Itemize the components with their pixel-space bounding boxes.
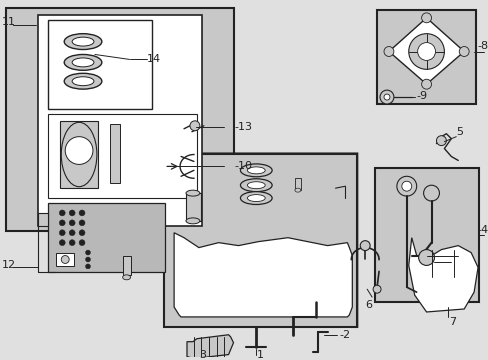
Circle shape (79, 220, 85, 226)
Ellipse shape (247, 195, 264, 202)
Ellipse shape (72, 37, 94, 46)
Ellipse shape (64, 34, 102, 50)
Text: 12: 12 (2, 260, 16, 270)
Circle shape (85, 264, 90, 269)
Circle shape (379, 90, 393, 104)
Circle shape (69, 210, 75, 216)
Bar (109, 124, 120, 183)
Bar (122, 256, 130, 275)
Circle shape (401, 181, 411, 191)
Bar (376, 10, 475, 104)
Text: 3: 3 (199, 350, 206, 360)
Bar (48, 114, 197, 198)
Circle shape (79, 230, 85, 236)
Text: 14: 14 (147, 54, 161, 64)
Circle shape (69, 230, 75, 236)
Text: -4: -4 (476, 225, 488, 235)
Ellipse shape (185, 218, 200, 224)
Bar (48, 20, 152, 109)
Ellipse shape (64, 73, 102, 89)
Circle shape (423, 185, 439, 201)
Circle shape (59, 240, 65, 246)
Text: 1: 1 (256, 350, 263, 360)
Ellipse shape (72, 58, 94, 67)
Circle shape (458, 46, 468, 57)
Circle shape (85, 250, 90, 255)
Circle shape (189, 121, 200, 131)
Circle shape (421, 79, 430, 89)
Circle shape (65, 137, 93, 165)
Circle shape (408, 34, 444, 69)
Ellipse shape (61, 122, 97, 187)
Polygon shape (39, 213, 48, 226)
Text: -9: -9 (415, 91, 427, 101)
Ellipse shape (185, 190, 200, 196)
Bar (374, 168, 478, 302)
Bar (294, 178, 300, 190)
Ellipse shape (64, 54, 102, 70)
Circle shape (69, 240, 75, 246)
Circle shape (69, 220, 75, 226)
Ellipse shape (247, 182, 264, 189)
Circle shape (383, 94, 389, 100)
Polygon shape (186, 335, 233, 359)
Bar (48, 203, 165, 273)
Circle shape (383, 46, 393, 57)
Circle shape (436, 136, 446, 145)
Text: 6: 6 (365, 300, 372, 310)
Text: -2: -2 (339, 330, 350, 340)
Polygon shape (164, 153, 357, 327)
Bar (56, 253, 74, 266)
Ellipse shape (240, 179, 272, 192)
Circle shape (79, 240, 85, 246)
Text: 11: 11 (2, 17, 16, 27)
Circle shape (59, 220, 65, 226)
Text: 5: 5 (455, 127, 462, 137)
Polygon shape (408, 238, 477, 312)
Polygon shape (388, 18, 463, 84)
Bar (6, 8, 233, 231)
Circle shape (421, 13, 430, 23)
Text: 7: 7 (448, 317, 455, 327)
Circle shape (372, 285, 380, 293)
Circle shape (59, 210, 65, 216)
Text: -13: -13 (234, 122, 252, 132)
Text: -8: -8 (476, 41, 488, 50)
Circle shape (417, 42, 435, 60)
Text: -10: -10 (234, 161, 252, 171)
Circle shape (418, 249, 434, 265)
Circle shape (85, 257, 90, 262)
Polygon shape (164, 153, 357, 327)
Polygon shape (174, 233, 351, 317)
Bar (39, 15, 202, 226)
Ellipse shape (240, 164, 272, 177)
Bar (60, 121, 98, 188)
Ellipse shape (122, 275, 130, 280)
Ellipse shape (247, 167, 264, 174)
Circle shape (79, 210, 85, 216)
Circle shape (59, 230, 65, 236)
Ellipse shape (72, 77, 94, 86)
Ellipse shape (294, 188, 300, 192)
Circle shape (360, 241, 369, 251)
Ellipse shape (240, 192, 272, 204)
Circle shape (396, 176, 416, 196)
Circle shape (61, 256, 69, 264)
Bar (185, 193, 201, 221)
